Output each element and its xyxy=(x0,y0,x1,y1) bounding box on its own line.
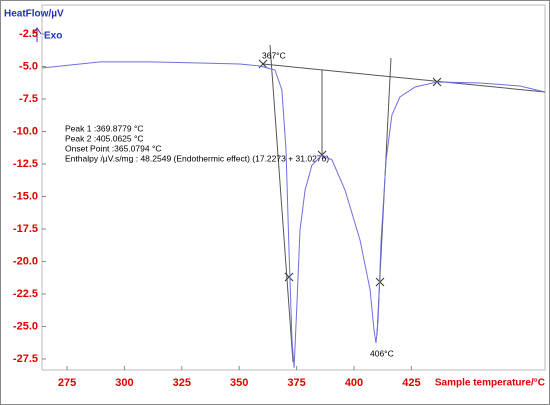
x-tick-label: 425 xyxy=(402,377,420,389)
point-label: 406°C xyxy=(370,348,394,358)
y-tick-label: -12.5 xyxy=(13,158,38,170)
plot-area xyxy=(41,4,546,371)
exo-arrow xyxy=(32,27,42,42)
y-tick-label: -10.0 xyxy=(13,125,38,137)
x-axis-label: Sample temperature/°C xyxy=(435,378,545,389)
x-tick-label: 375 xyxy=(287,377,305,389)
x-tick-label: 275 xyxy=(58,377,76,389)
annotation: Onset Point :365.0794 °C xyxy=(65,143,162,153)
y-tick-label: -17.5 xyxy=(13,223,38,235)
x-tick-label: 350 xyxy=(230,377,248,389)
annotation: Enthalpy /µV.s/mg : 48.2549 (Endothermic… xyxy=(65,153,329,163)
x-tick-label: 300 xyxy=(115,377,133,389)
y-tick-label: -20.0 xyxy=(13,255,38,267)
x-tick-label: 325 xyxy=(173,377,191,389)
annotation: Peak 1 :369.8779 °C xyxy=(65,123,144,133)
annotation: Peak 2 :405.0625 °C xyxy=(65,133,144,143)
construction-lines xyxy=(262,44,546,363)
curve xyxy=(41,61,546,368)
y-tick-label: -22.5 xyxy=(13,288,38,300)
point-label: 367°C xyxy=(262,50,286,60)
exo-label: Exo xyxy=(44,31,62,42)
y-tick-label: -7.5 xyxy=(19,93,38,105)
y-tick-label: -25.0 xyxy=(13,320,38,332)
y-tick-label: -27.5 xyxy=(13,353,38,365)
y-tick-label: -5.0 xyxy=(19,60,38,72)
y-tick-label: -2.5 xyxy=(19,28,38,40)
y-tick-label: -15.0 xyxy=(13,190,38,202)
x-tick-label: 400 xyxy=(345,377,363,389)
y-axis-label: HeatFlow/µV xyxy=(4,9,64,20)
